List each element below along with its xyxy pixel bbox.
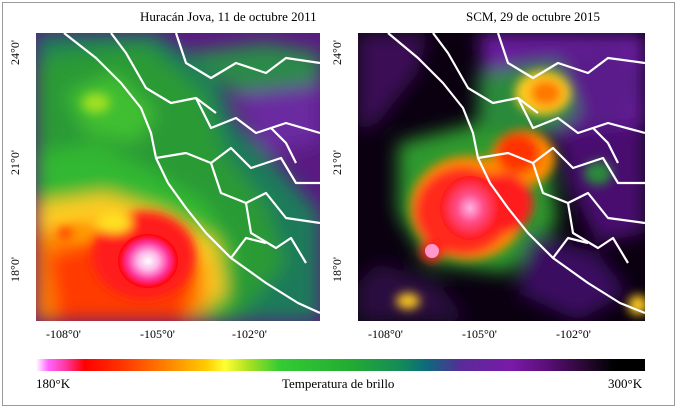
x-tick-right-2: -102°0' (556, 327, 591, 341)
coastline-boundaries (387, 33, 645, 315)
storm-cell (425, 244, 439, 258)
x-tick-right-0: -108°0' (368, 327, 403, 341)
colorbar-min-label: 180°K (36, 376, 71, 391)
y-tick-left-1: 21°0' (7, 150, 22, 175)
panel-title-right: SCM, 29 de octubre 2015 (466, 9, 600, 24)
coastline-boundaries (63, 33, 320, 315)
y-tick-left-0: 24°0' (7, 40, 22, 65)
y-tick-right-1: 21°0' (329, 150, 344, 175)
y-tick-right-0: 24°0' (329, 40, 344, 65)
colorbar-max-label: 300°K (608, 376, 643, 391)
x-tick-left-0: -108°0' (46, 327, 81, 341)
y-tick-right-2: 18°0' (329, 257, 344, 282)
satellite-map-left (36, 33, 320, 321)
hurricane-eye-region (118, 234, 178, 288)
x-tick-left-1: -105°0' (140, 327, 175, 341)
x-tick-left-2: -102°0' (232, 327, 267, 341)
y-tick-left-2: 18°0' (7, 257, 22, 282)
x-tick-right-1: -105°0' (462, 327, 497, 341)
colorbar-title: Temperatura de brillo (282, 376, 395, 391)
brightness-temperature-colorbar (36, 359, 645, 371)
panel-title-left: Huracán Jova, 11 de octubre 2011 (140, 9, 317, 24)
storm-core-region (440, 176, 500, 240)
figure-frame (2, 2, 675, 406)
satellite-map-right (358, 33, 645, 321)
